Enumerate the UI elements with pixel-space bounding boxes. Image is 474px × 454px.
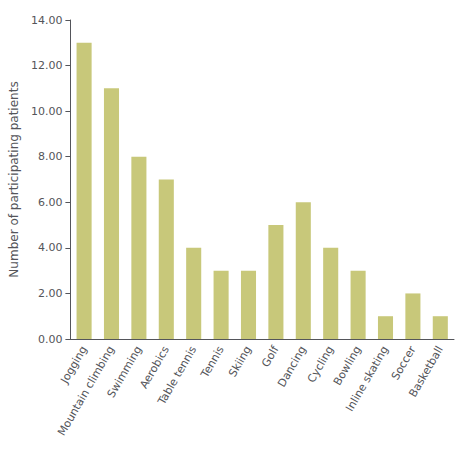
svg-text:12.00: 12.00 <box>31 59 63 72</box>
svg-text:Jogging: Jogging <box>58 343 90 386</box>
svg-text:0.00: 0.00 <box>38 333 63 346</box>
svg-text:Aerobics: Aerobics <box>137 343 172 391</box>
svg-text:Number of participating patien: Number of participating patients <box>7 81 21 277</box>
svg-text:8.00: 8.00 <box>38 150 63 163</box>
svg-text:2.00: 2.00 <box>38 287 63 300</box>
svg-text:10.00: 10.00 <box>31 105 63 118</box>
svg-text:Basketball: Basketball <box>406 344 446 400</box>
svg-text:Golf: Golf <box>259 343 282 370</box>
svg-text:Soccer: Soccer <box>389 343 419 382</box>
svg-text:Mountain climbing: Mountain climbing <box>55 343 118 439</box>
svg-text:14.00: 14.00 <box>31 14 63 27</box>
svg-text:Swimming: Swimming <box>105 344 145 400</box>
svg-text:Table tennis: Table tennis <box>155 344 200 408</box>
svg-text:6.00: 6.00 <box>38 196 63 209</box>
svg-text:Skiing: Skiing <box>226 344 254 379</box>
svg-text:4.00: 4.00 <box>38 241 63 254</box>
svg-text:Tennis: Tennis <box>198 344 227 381</box>
svg-text:Bowling: Bowling <box>330 343 364 388</box>
svg-text:Cycling: Cycling <box>304 343 337 386</box>
svg-text:Dancing: Dancing <box>275 344 309 390</box>
svg-text:Inline skating: Inline skating <box>343 344 391 414</box>
